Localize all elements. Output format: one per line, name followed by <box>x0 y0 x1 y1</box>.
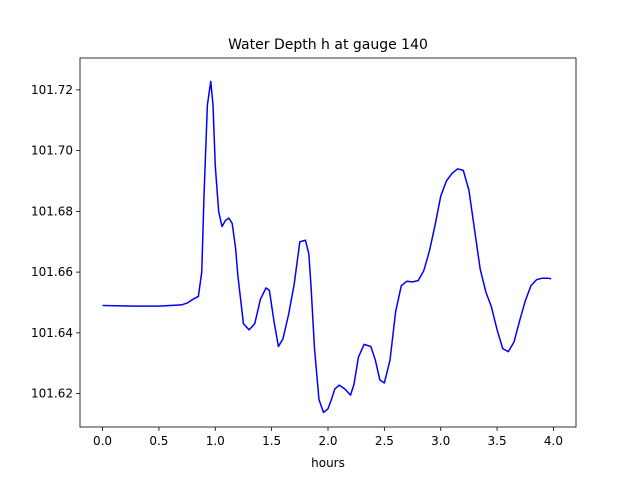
plot-area: 0.0 0.5 1.0 1.5 2.0 2.5 3.0 3.5 4.0 101.62 101.64 1… <box>31 57 577 448</box>
x-tick-label: 1.0 <box>206 434 225 448</box>
x-tick-label: 0.0 <box>93 434 112 448</box>
x-tick-label: 0.5 <box>149 434 168 448</box>
x-tick-label: 2.0 <box>318 434 337 448</box>
series-line <box>102 80 552 414</box>
y-tick-label: 101.66 <box>31 265 73 279</box>
chart-title: Water Depth h at gauge 140 <box>228 37 428 53</box>
x-axis-label: hours <box>311 456 345 470</box>
x-tick-label: 2.5 <box>375 434 394 448</box>
y-tick-label: 101.62 <box>31 387 73 401</box>
x-tick-label: 1.5 <box>262 434 281 448</box>
x-tick-label: 3.0 <box>431 434 450 448</box>
y-tick-label: 101.68 <box>31 204 73 218</box>
y-tick-label: 101.70 <box>31 144 73 158</box>
x-tick-label: 3.5 <box>488 434 507 448</box>
x-tick-label: 4.0 <box>544 434 563 448</box>
y-tick-label: 101.64 <box>31 326 73 340</box>
y-tick-label: 101.72 <box>31 83 73 97</box>
